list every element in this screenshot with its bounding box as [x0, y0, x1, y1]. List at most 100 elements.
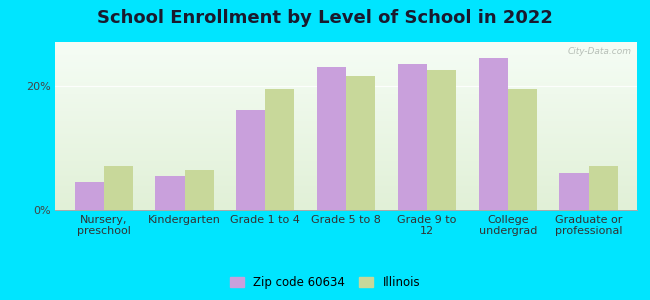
- Bar: [265, 89, 294, 210]
- Bar: [55, 76, 637, 77]
- Bar: [55, 191, 637, 193]
- Bar: [155, 176, 185, 210]
- Bar: [55, 149, 637, 151]
- Bar: [55, 87, 637, 89]
- Bar: [55, 118, 637, 119]
- Bar: [55, 160, 637, 161]
- Bar: [398, 64, 427, 210]
- Bar: [55, 153, 637, 154]
- Bar: [55, 112, 637, 114]
- Bar: [55, 54, 637, 56]
- Bar: [55, 101, 637, 103]
- Bar: [75, 182, 104, 210]
- Bar: [346, 76, 375, 210]
- Bar: [55, 143, 637, 145]
- Bar: [104, 167, 133, 210]
- Bar: [55, 161, 637, 163]
- Bar: [55, 163, 637, 165]
- Bar: [55, 203, 637, 205]
- Bar: [55, 133, 637, 134]
- Bar: [55, 178, 637, 180]
- Bar: [55, 79, 637, 81]
- Bar: [55, 61, 637, 62]
- Bar: [55, 62, 637, 64]
- Bar: [55, 171, 637, 173]
- Bar: [55, 56, 637, 57]
- Bar: [55, 145, 637, 146]
- Bar: [55, 156, 637, 158]
- Bar: [55, 138, 637, 140]
- Bar: [55, 146, 637, 148]
- Bar: [560, 173, 588, 210]
- Bar: [55, 119, 637, 121]
- Bar: [55, 200, 637, 202]
- Text: City-Data.com: City-Data.com: [567, 47, 631, 56]
- Bar: [55, 42, 637, 44]
- Bar: [55, 47, 637, 49]
- Bar: [55, 98, 637, 99]
- Bar: [55, 166, 637, 168]
- Bar: [55, 106, 637, 107]
- Bar: [55, 180, 637, 182]
- Bar: [55, 84, 637, 86]
- Bar: [55, 96, 637, 98]
- Bar: [55, 49, 637, 50]
- Bar: [55, 81, 637, 82]
- Text: School Enrollment by Level of School in 2022: School Enrollment by Level of School in …: [97, 9, 553, 27]
- Bar: [55, 116, 637, 118]
- Bar: [55, 185, 637, 187]
- Bar: [55, 148, 637, 149]
- Bar: [55, 92, 637, 94]
- Bar: [55, 205, 637, 207]
- Bar: [55, 99, 637, 101]
- Bar: [55, 50, 637, 52]
- Bar: [317, 67, 346, 210]
- Legend: Zip code 60634, Illinois: Zip code 60634, Illinois: [225, 272, 425, 294]
- Bar: [55, 45, 637, 47]
- Bar: [478, 58, 508, 210]
- Bar: [55, 44, 637, 45]
- Bar: [55, 195, 637, 196]
- Bar: [55, 208, 637, 210]
- Bar: [55, 67, 637, 69]
- Bar: [55, 183, 637, 185]
- Bar: [55, 182, 637, 183]
- Bar: [55, 190, 637, 191]
- Bar: [55, 175, 637, 176]
- Bar: [185, 169, 214, 210]
- Bar: [55, 141, 637, 143]
- Bar: [55, 131, 637, 133]
- Bar: [55, 103, 637, 104]
- Bar: [55, 91, 637, 92]
- Bar: [55, 154, 637, 156]
- Bar: [55, 126, 637, 128]
- Bar: [236, 110, 265, 210]
- Bar: [55, 69, 637, 70]
- Bar: [55, 170, 637, 171]
- Bar: [55, 128, 637, 129]
- Bar: [55, 104, 637, 106]
- Bar: [427, 70, 456, 210]
- Bar: [55, 114, 637, 116]
- Bar: [55, 65, 637, 67]
- Bar: [55, 52, 637, 54]
- Bar: [55, 70, 637, 72]
- Bar: [55, 57, 637, 59]
- Bar: [55, 165, 637, 166]
- Bar: [55, 124, 637, 126]
- Bar: [508, 89, 537, 210]
- Bar: [55, 64, 637, 65]
- Bar: [55, 196, 637, 198]
- Bar: [55, 59, 637, 61]
- Bar: [55, 151, 637, 153]
- Bar: [55, 86, 637, 87]
- Bar: [55, 121, 637, 123]
- Bar: [55, 94, 637, 96]
- Bar: [55, 136, 637, 138]
- Bar: [55, 107, 637, 109]
- Bar: [55, 89, 637, 91]
- Bar: [55, 187, 637, 188]
- Bar: [55, 82, 637, 84]
- Bar: [55, 188, 637, 190]
- Bar: [55, 202, 637, 203]
